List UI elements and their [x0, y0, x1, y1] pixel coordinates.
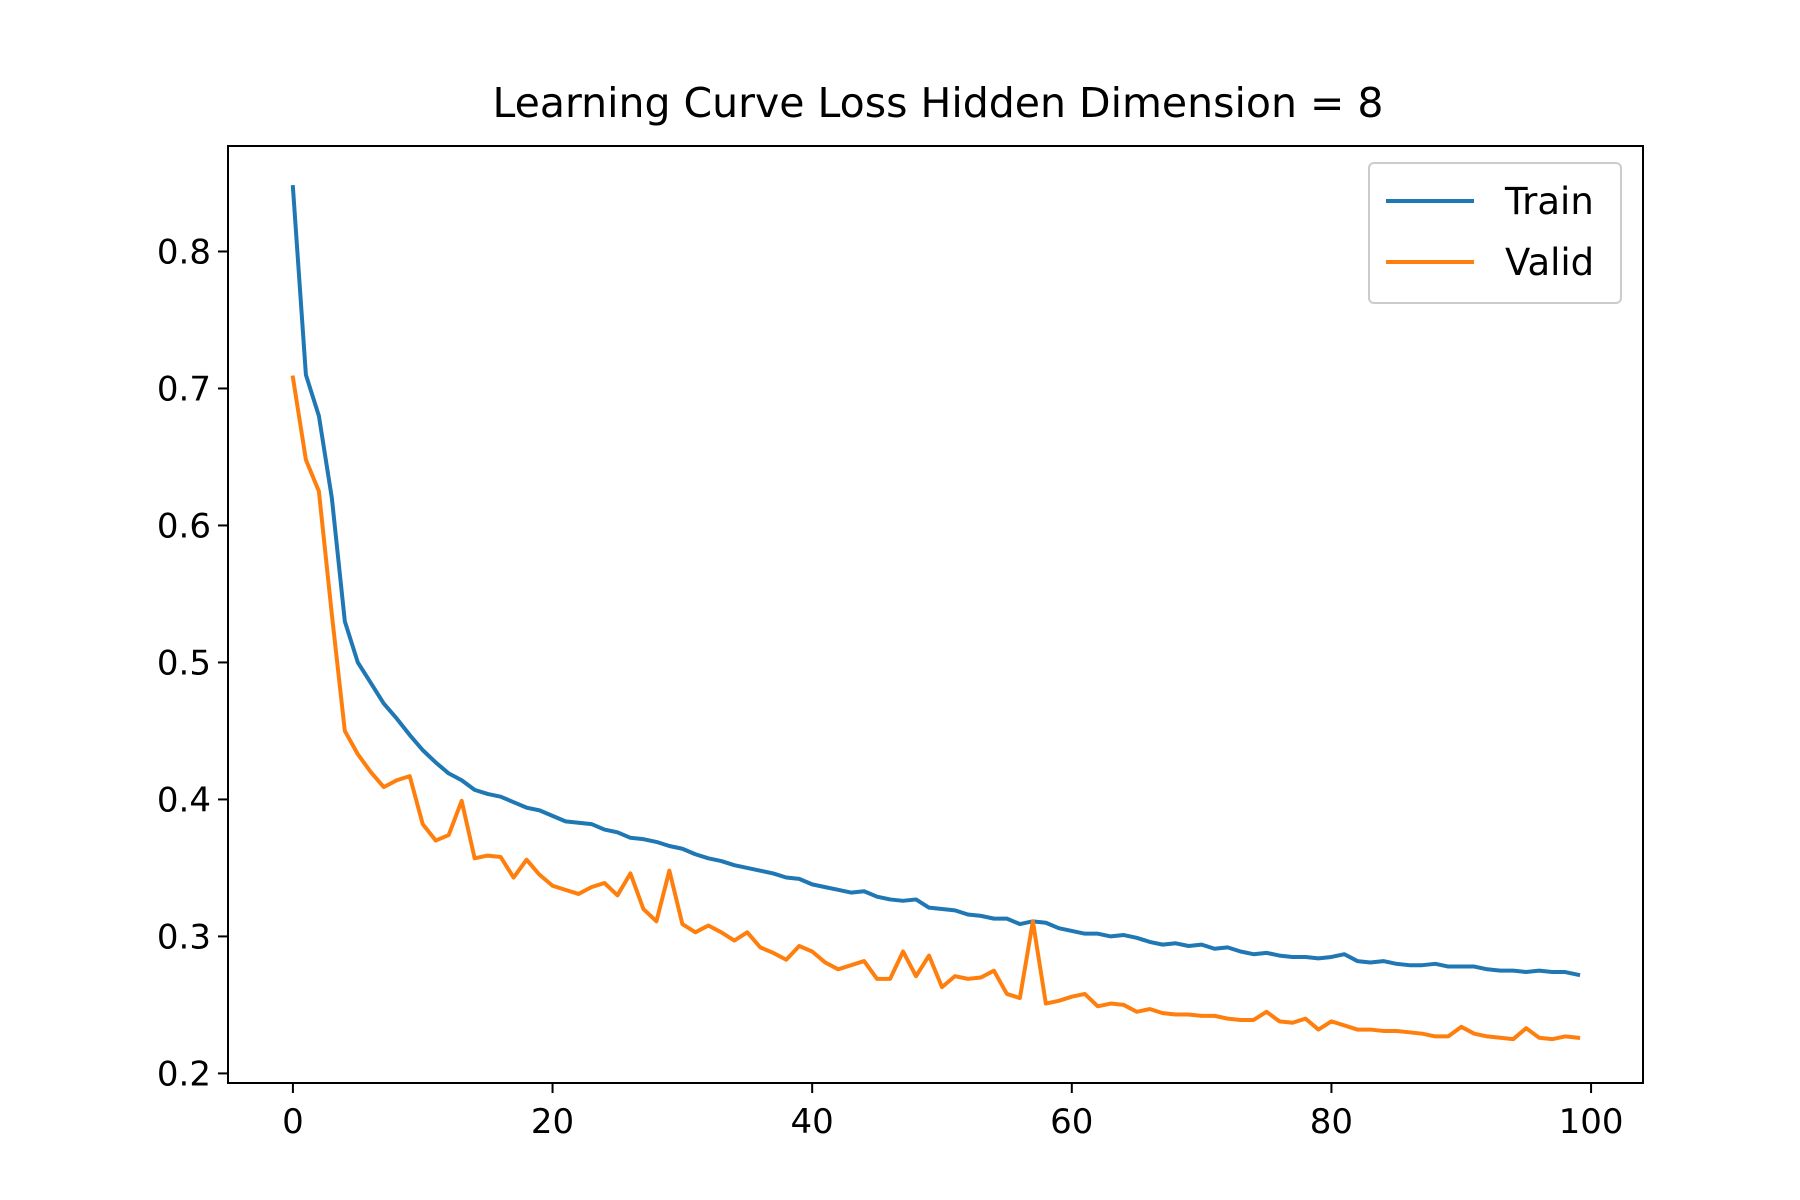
- y-tick-label: 0.5: [157, 643, 211, 683]
- x-tick-label: 20: [531, 1102, 574, 1142]
- legend-label-valid: Valid: [1505, 241, 1594, 284]
- y-tick-label: 0.7: [157, 369, 211, 409]
- legend-box: [1368, 162, 1622, 304]
- x-tick-label: 0: [282, 1102, 304, 1142]
- plot-area-frame: [227, 145, 1644, 1084]
- y-tick-label: 0.4: [157, 780, 211, 820]
- y-axis: 0.2 0.3 0.4 0.5 0.6 0.7 0.8: [157, 232, 228, 1094]
- chart-title: Learning Curve Loss Hidden Dimension = 8: [493, 79, 1384, 127]
- y-tick-label: 0.3: [157, 917, 211, 957]
- x-tick-label: 60: [1050, 1102, 1093, 1142]
- series-layer: [290, 184, 1581, 1042]
- series-line-valid: [290, 375, 1581, 1042]
- y-tick-label: 0.2: [157, 1054, 211, 1094]
- x-axis: 0 20 40 60 80 100: [282, 1083, 1624, 1142]
- legend-label-train: Train: [1504, 180, 1594, 223]
- x-tick-label: 100: [1559, 1102, 1624, 1142]
- y-tick-label: 0.8: [157, 232, 211, 272]
- x-tick-label: 40: [791, 1102, 834, 1142]
- x-tick-label: 80: [1310, 1102, 1353, 1142]
- y-tick-label: 0.6: [157, 506, 211, 546]
- series-line-train: [290, 184, 1581, 978]
- legend: Train Valid: [1368, 162, 1622, 304]
